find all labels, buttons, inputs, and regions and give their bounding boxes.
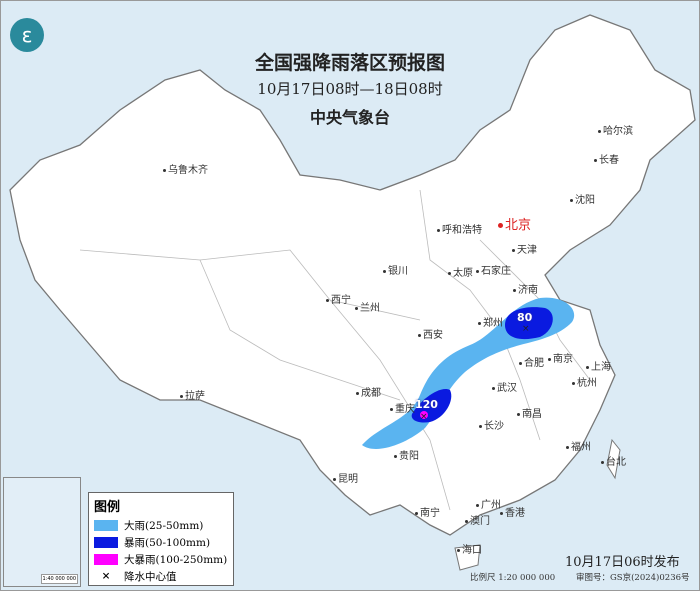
city-label: 拉萨 — [180, 387, 205, 402]
city-label: 呼和浩特 — [437, 221, 482, 236]
city-label: 广州 — [476, 496, 501, 511]
city-label: 西安 — [418, 326, 443, 341]
legend-title: 图例 — [94, 500, 121, 515]
city-label: 南京 — [548, 350, 573, 365]
city-label: 沈阳 — [570, 191, 595, 206]
city-label: 西宁 — [326, 291, 351, 306]
legend-item: × 降水中心值 — [94, 568, 228, 585]
rain-center-marker: × — [522, 324, 530, 334]
cross-icon: × — [101, 570, 111, 582]
city-label: 合肥 — [519, 354, 544, 369]
legend-label: 大雨(25-50mm) — [124, 520, 204, 532]
south-china-sea-inset: 1:40 000 000 — [3, 477, 81, 587]
rain-center-marker: × — [420, 412, 428, 422]
legend-label: 暴雨(50-100mm) — [124, 537, 211, 549]
map-scale: 比例尺 1:20 000 000 — [470, 573, 556, 583]
city-label: 香港 — [500, 504, 525, 519]
city-label: 石家庄 — [476, 262, 511, 277]
city-label: 海口 — [457, 541, 482, 556]
city-label: 福州 — [566, 438, 591, 453]
city-label: 南宁 — [415, 504, 440, 519]
city-label: 澳门 — [465, 512, 490, 527]
legend: 图例 大雨(25-50mm) 暴雨(50-100mm) 大暴雨(100-250m… — [88, 492, 234, 586]
legend-item: 大雨(25-50mm) — [94, 517, 228, 534]
city-label: 太原 — [448, 264, 473, 279]
city-label: 天津 — [512, 241, 537, 256]
rainstorm-area-north — [505, 307, 553, 340]
city-label: 哈尔滨 — [598, 122, 633, 137]
issuer: 中央气象台 — [309, 108, 390, 127]
legend-item: 大暴雨(100-250mm) — [94, 551, 228, 568]
legend-item: 暴雨(50-100mm) — [94, 534, 228, 551]
city-label: 济南 — [513, 281, 538, 296]
legend-label: 大暴雨(100-250mm) — [124, 554, 228, 566]
city-label: 成都 — [356, 384, 381, 399]
city-label: 上海 — [586, 358, 611, 373]
city-label: 长沙 — [479, 417, 504, 432]
map-title: 全国强降雨落区预报图 — [254, 52, 445, 74]
city-label: 昆明 — [333, 470, 358, 485]
city-label: 长春 — [594, 151, 619, 166]
rain-center-value: 80 — [517, 311, 533, 324]
city-label: 南昌 — [517, 405, 542, 420]
city-label: 兰州 — [355, 299, 380, 314]
capital-label: 北京 — [498, 214, 531, 233]
issue-time: 10月17日06时发布 — [565, 555, 680, 570]
rainstorm-swatch — [94, 537, 118, 548]
inset-scale: 1:40 000 000 — [40, 574, 78, 584]
forecast-period: 10月17日08时—18日08时 — [257, 80, 443, 98]
legend-label: 降水中心值 — [124, 571, 177, 583]
city-label: 郑州 — [478, 314, 503, 329]
city-label: 乌鲁木齐 — [163, 161, 208, 176]
cma-logo-icon: ε — [10, 18, 44, 52]
severe-rain-area — [420, 411, 428, 419]
city-label: 贵阳 — [394, 447, 419, 462]
city-label: 杭州 — [572, 374, 597, 389]
city-label: 台北 — [601, 453, 626, 468]
severe-rainstorm-swatch — [94, 554, 118, 565]
city-label: 银川 — [383, 262, 408, 277]
map-approval-number: 审图号：GS京(2024)0236号 — [576, 573, 690, 583]
city-label: 武汉 — [492, 379, 517, 394]
heavy-rain-swatch — [94, 520, 118, 531]
rain-center-value: 120 — [415, 398, 438, 411]
city-label: 重庆 — [390, 400, 415, 415]
